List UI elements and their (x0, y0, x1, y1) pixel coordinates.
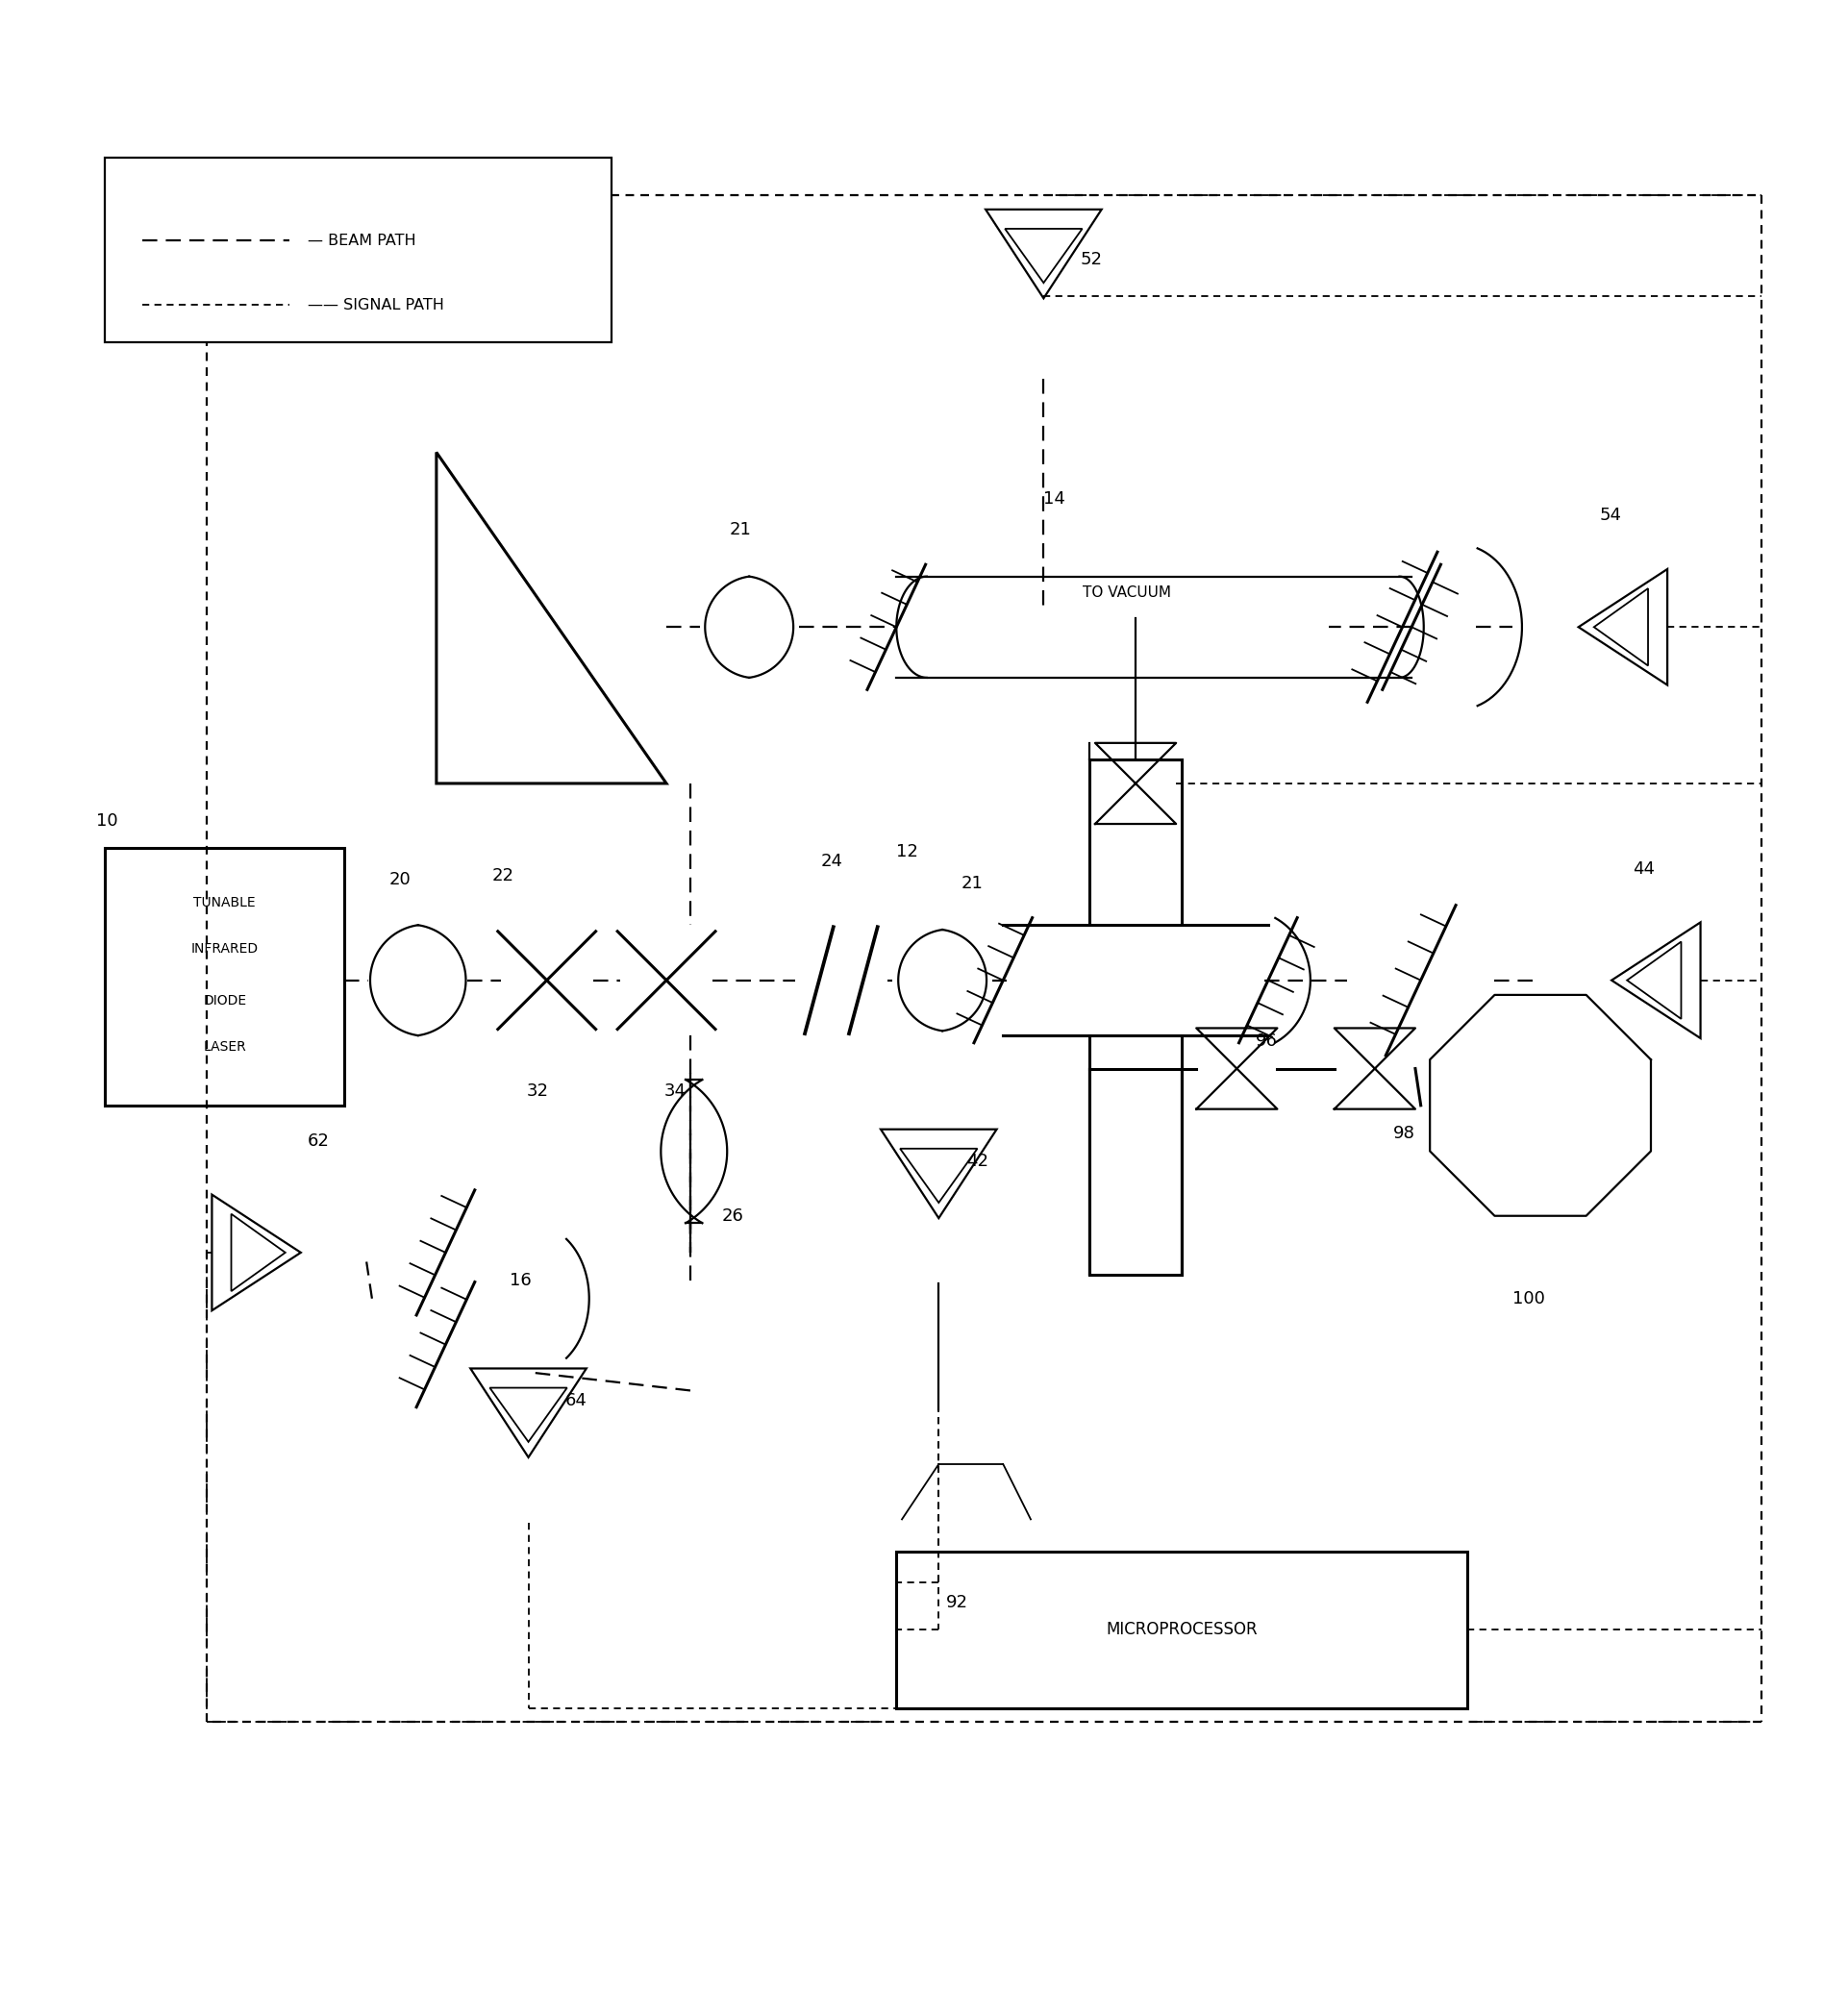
Text: 22: 22 (492, 868, 514, 886)
Text: 12: 12 (896, 844, 918, 862)
Text: 26: 26 (721, 1208, 743, 1226)
Text: 44: 44 (1632, 860, 1654, 878)
Text: TO VACUUM: TO VACUUM (1083, 585, 1170, 599)
Text: DIODE: DIODE (203, 993, 246, 1007)
Text: TUNABLE: TUNABLE (194, 896, 255, 909)
Text: 32: 32 (527, 1083, 549, 1100)
Bar (105, 848, 344, 1104)
Text: 54: 54 (1599, 507, 1621, 523)
Bar (105, 157, 612, 342)
Text: 92: 92 (946, 1594, 968, 1612)
Text: 52: 52 (1081, 251, 1103, 269)
Text: 62: 62 (307, 1132, 329, 1150)
Text: 21: 21 (961, 876, 983, 892)
Text: 42: 42 (967, 1152, 989, 1170)
Text: INFRARED: INFRARED (190, 943, 259, 955)
Text: LASER: LASER (203, 1041, 246, 1053)
Bar (896, 1552, 1467, 1707)
Text: 14: 14 (1044, 490, 1066, 507)
Text: 64: 64 (565, 1391, 588, 1409)
Text: 10: 10 (96, 812, 118, 830)
Text: MICROPROCESSOR: MICROPROCESSOR (1105, 1622, 1257, 1638)
Text: 96: 96 (1255, 1033, 1277, 1051)
Text: — BEAM PATH: — BEAM PATH (307, 233, 416, 249)
Text: 34: 34 (665, 1083, 687, 1100)
Text: 16: 16 (510, 1272, 532, 1290)
Text: 100: 100 (1514, 1290, 1545, 1307)
Text: 21: 21 (728, 521, 750, 539)
Text: 98: 98 (1393, 1124, 1416, 1142)
Text: 24: 24 (821, 852, 843, 870)
Text: 20: 20 (388, 872, 410, 888)
Text: —— SIGNAL PATH: —— SIGNAL PATH (307, 298, 444, 312)
